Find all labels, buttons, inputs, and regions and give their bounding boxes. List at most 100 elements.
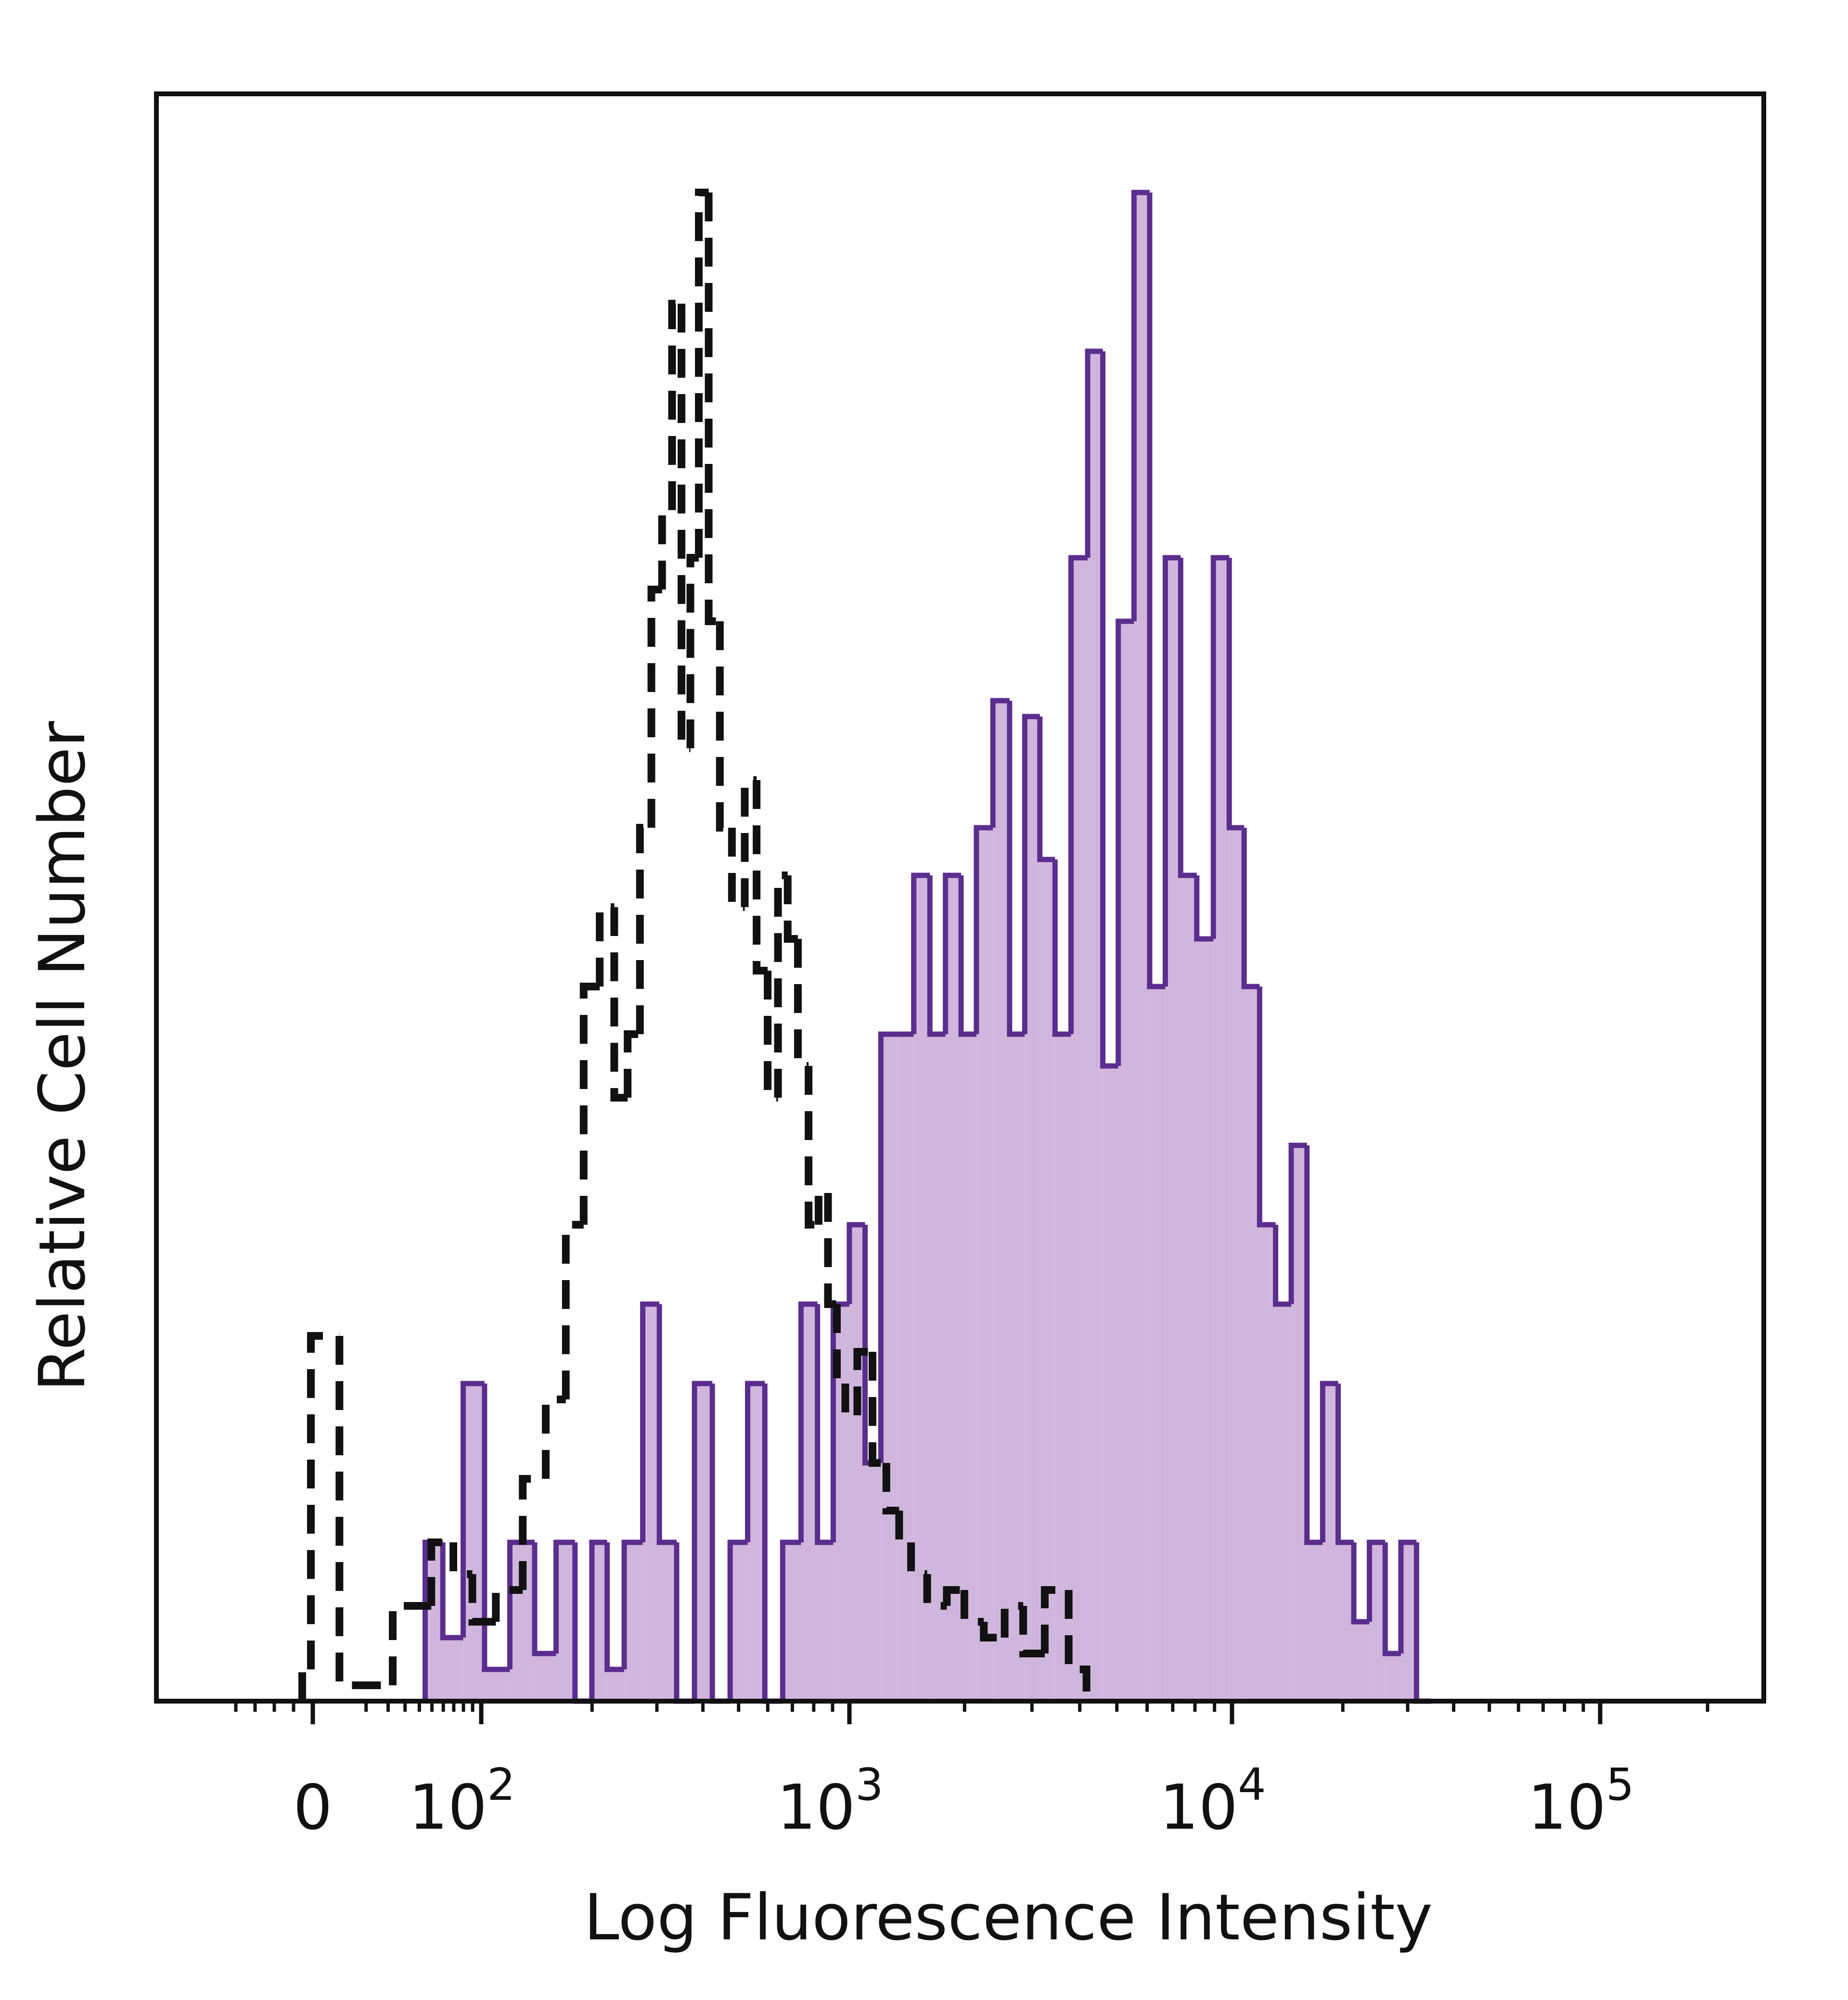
- histogram-bin-outline: [868, 1352, 886, 1467]
- histogram-bin: [930, 1034, 946, 1701]
- histogram-bin-outline: [1085, 348, 1103, 558]
- histogram-bin-outline: [1367, 1539, 1386, 1622]
- histogram-bin-outline: [674, 1542, 695, 1704]
- histogram-bin: [1354, 1622, 1370, 1701]
- histogram-bin: [443, 1638, 463, 1701]
- histogram-bin-outline: [658, 506, 672, 590]
- x-axis: 0 102 103 104 105: [234, 1701, 1709, 1844]
- histogram-bin-outline: [468, 1574, 496, 1626]
- histogram-bin-outline: [847, 1222, 865, 1304]
- histogram-bin: [607, 1669, 625, 1701]
- x-tick-label: 105: [1527, 1759, 1634, 1844]
- histogram-bin-outline: [668, 300, 682, 510]
- histogram-bin-outline: [794, 939, 809, 1070]
- histogram-bin-outline: [604, 1542, 625, 1672]
- histogram-bin-outline: [1116, 618, 1134, 1066]
- histogram-bin-outline: [762, 1384, 783, 1704]
- histogram-bin: [463, 1384, 485, 1701]
- histogram-bin: [993, 701, 1010, 1701]
- histogram-bin: [659, 1542, 677, 1701]
- histogram-bin-outline: [389, 1602, 432, 1685]
- histogram-bin-outline: [907, 1542, 927, 1578]
- histogram-bin: [747, 1384, 765, 1701]
- plot-frame: [154, 91, 1766, 1704]
- histogram-bin-outline: [1241, 828, 1260, 989]
- histogram-bin-outline: [716, 621, 732, 832]
- histogram-bin: [881, 1034, 898, 1701]
- histogram-bin-outline: [911, 872, 930, 1034]
- histogram-bin-outline: [460, 1381, 485, 1638]
- histogram-bin-outline: [589, 1539, 607, 1701]
- histogram-bin: [1071, 558, 1088, 1701]
- histogram-bin-outline: [553, 1539, 575, 1654]
- histogram-bin: [913, 875, 930, 1701]
- histogram-bin: [642, 1304, 660, 1701]
- histogram-bin-outline: [1040, 1586, 1069, 1654]
- histogram-bin-outline: [774, 872, 788, 1098]
- histogram-bin: [783, 1542, 801, 1701]
- histogram-bin-outline: [1065, 1590, 1091, 1701]
- histogram-bin-outline: [427, 1538, 454, 1606]
- histogram-bin: [1385, 1654, 1401, 1701]
- histogram-bin: [1103, 1066, 1118, 1701]
- histogram-bin: [1307, 1542, 1323, 1701]
- histogram-bin-outline: [1382, 1542, 1401, 1656]
- histogram-bin-outline: [814, 1189, 828, 1225]
- histogram-bin-outline: [335, 1336, 393, 1689]
- histogram-bin-outline: [833, 1304, 846, 1387]
- histogram-bin-outline: [647, 586, 662, 828]
- histogram-bin: [1259, 1225, 1276, 1701]
- histogram-bin-outline: [1398, 1539, 1417, 1654]
- histogram-bin: [897, 1034, 914, 1701]
- histogram-bin-outline: [686, 554, 699, 748]
- histogram-bin-outline: [1100, 351, 1118, 1069]
- histogram-bin: [730, 1542, 748, 1701]
- histogram-bin-outline: [705, 192, 720, 625]
- histogram-bin-outline: [482, 1384, 510, 1672]
- histogram-bin-outline: [878, 1031, 898, 1463]
- histogram-bin-outline: [492, 1586, 523, 1622]
- x-tick-label: 0: [293, 1772, 332, 1844]
- histogram-bin-outline: [853, 1348, 873, 1415]
- histogram-bin-outline: [449, 1542, 473, 1578]
- histogram-bin: [976, 828, 993, 1701]
- histogram-bin-outline: [596, 903, 615, 987]
- histogram-bin-outline: [753, 780, 768, 974]
- histogram-bin: [484, 1669, 510, 1701]
- histogram-bin: [425, 1542, 443, 1701]
- histogram-bin-outline: [562, 1221, 584, 1399]
- histogram-bin-outline: [1052, 859, 1071, 1037]
- histogram-bin-outline: [640, 1301, 660, 1542]
- histogram-bin-outline: [980, 1622, 1005, 1641]
- histogram-bin-outline: [610, 907, 628, 1102]
- histogram-bin: [865, 1463, 881, 1701]
- series-0: [298, 189, 1091, 1701]
- histogram-bin-outline: [579, 983, 600, 1225]
- x-tick-label: 103: [777, 1759, 883, 1844]
- histogram-bin-outline: [960, 1590, 984, 1626]
- histogram-bin: [817, 1542, 834, 1701]
- histogram-bin-outline: [1194, 875, 1214, 942]
- histogram-bin-outline: [1131, 190, 1150, 621]
- histogram-bin-outline: [824, 1193, 837, 1308]
- histogram-bin-outline: [798, 1301, 818, 1542]
- histogram-bin-outline: [895, 1511, 911, 1546]
- x-tick-label: 104: [1159, 1759, 1266, 1844]
- x-tick-label: 102: [409, 1759, 515, 1844]
- histogram-bin-outline: [1068, 555, 1088, 1034]
- histogram-bin: [1196, 939, 1214, 1701]
- histogram-bin-outline: [882, 1463, 899, 1514]
- histogram-bin-outline: [636, 824, 652, 1034]
- histogram-bin-outline: [624, 1030, 640, 1098]
- histogram-bin-outline: [532, 1542, 556, 1656]
- histogram-bin: [1009, 1034, 1025, 1701]
- histogram-bin-outline: [307, 1332, 340, 1669]
- histogram-bin-outline: [1001, 1602, 1024, 1638]
- histogram-bin-outline: [1320, 1381, 1338, 1542]
- histogram-bin-outline: [943, 872, 961, 1034]
- histogram-bin-outline: [656, 1304, 677, 1545]
- histogram-bin-outline: [1226, 558, 1245, 831]
- histogram-bin-outline: [1413, 1542, 1431, 1704]
- histogram-bin: [1149, 987, 1166, 1701]
